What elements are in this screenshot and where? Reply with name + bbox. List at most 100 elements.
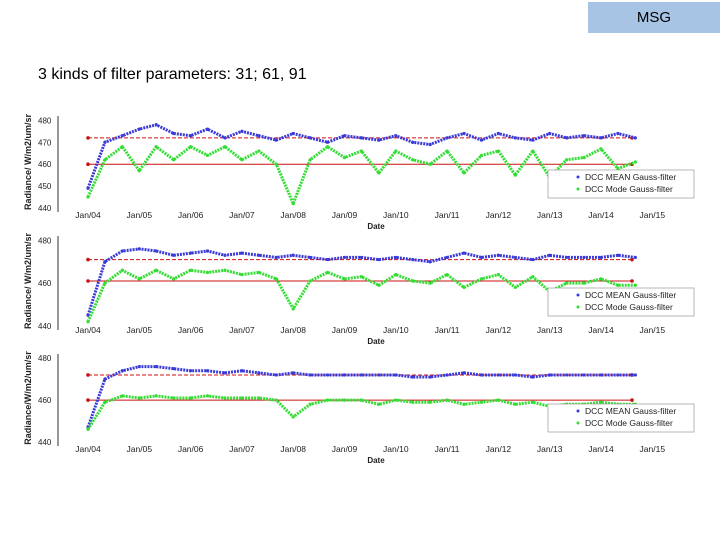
data-point — [445, 136, 449, 140]
data-point — [359, 255, 364, 260]
data-point — [137, 247, 141, 251]
data-point — [86, 320, 90, 324]
data-point — [445, 255, 449, 260]
data-point — [189, 396, 193, 400]
x-tick-label: Jan/08 — [280, 444, 306, 454]
x-tick-label: Jan/14 — [588, 210, 614, 220]
data-point — [154, 249, 158, 253]
x-tick-label: Jan/10 — [383, 210, 409, 220]
data-point — [582, 134, 586, 138]
data-point — [565, 158, 569, 162]
data-point — [274, 373, 278, 377]
data-point — [86, 313, 90, 317]
data-point — [394, 134, 398, 138]
data-point — [291, 415, 295, 419]
data-point — [394, 272, 398, 277]
y-tick-label: 440 — [38, 204, 52, 213]
data-point — [154, 364, 158, 369]
data-point — [428, 375, 432, 379]
data-point — [137, 127, 141, 131]
data-point — [257, 396, 261, 400]
data-point — [411, 279, 415, 283]
data-point — [308, 136, 312, 140]
legend-marker — [576, 305, 580, 309]
data-point — [513, 285, 517, 290]
data-point — [189, 268, 193, 272]
data-point — [599, 373, 603, 377]
data-point — [240, 158, 244, 162]
data-point — [565, 281, 569, 285]
x-tick-label: Jan/09 — [332, 325, 358, 335]
data-point — [377, 283, 381, 287]
data-point — [325, 140, 330, 144]
y-tick-label: 440 — [38, 322, 52, 331]
reference-marker — [86, 279, 90, 283]
data-point — [274, 398, 278, 402]
data-point — [496, 253, 500, 257]
data-point — [103, 281, 107, 285]
data-point — [291, 202, 295, 206]
data-point — [462, 131, 466, 136]
x-tick-label: Jan/04 — [75, 444, 101, 454]
data-point — [291, 307, 295, 311]
legend-marker — [576, 293, 580, 297]
legend-label: DCC MEAN Gauss-filter — [585, 406, 676, 416]
data-point — [565, 255, 569, 260]
data-point — [394, 255, 398, 260]
data-point — [599, 147, 603, 151]
data-point — [120, 369, 124, 373]
x-tick-label: Jan/06 — [178, 325, 204, 335]
y-tick-label: 480 — [38, 116, 52, 125]
y-axis-label: Radiance/W/m2/um/sr — [23, 351, 33, 445]
x-tick-label: Jan/10 — [383, 325, 409, 335]
data-point — [513, 136, 517, 140]
data-point — [342, 255, 347, 260]
data-point — [411, 158, 415, 162]
data-point — [616, 253, 620, 257]
data-point — [274, 277, 278, 281]
data-point — [342, 277, 347, 281]
x-tick-label: Jan/12 — [486, 444, 512, 454]
data-point — [342, 156, 347, 160]
data-point — [172, 367, 176, 371]
data-point — [496, 149, 500, 153]
x-tick-label: Jan/09 — [332, 444, 358, 454]
data-point — [462, 171, 466, 175]
data-point — [274, 255, 278, 260]
data-point — [86, 195, 90, 199]
legend-label: DCC Mode Gauss-filter — [585, 302, 673, 312]
data-point — [531, 257, 535, 262]
data-point — [86, 427, 90, 432]
data-point — [103, 377, 107, 381]
x-axis-label: Date — [367, 222, 385, 231]
data-point — [189, 134, 193, 138]
data-point — [428, 260, 432, 264]
data-point — [308, 279, 312, 283]
data-point — [223, 253, 227, 257]
data-point — [513, 173, 517, 177]
data-point — [257, 253, 261, 257]
data-point — [223, 268, 227, 272]
data-point — [223, 136, 227, 140]
x-tick-label: Jan/14 — [588, 444, 614, 454]
data-point — [205, 249, 210, 253]
data-point — [308, 402, 312, 406]
data-point — [172, 277, 176, 281]
x-tick-label: Jan/07 — [229, 210, 255, 220]
data-point — [377, 171, 381, 175]
data-point — [445, 272, 449, 277]
slide-title: 3 kinds of filter parameters: 31; 61, 91 — [38, 66, 307, 83]
data-point — [291, 253, 295, 257]
data-point — [616, 131, 620, 136]
data-point — [565, 136, 569, 140]
data-point — [548, 131, 552, 136]
data-point — [633, 136, 637, 140]
data-point — [154, 123, 158, 127]
x-tick-label: Jan/13 — [537, 325, 563, 335]
data-point — [325, 257, 330, 262]
data-point — [308, 373, 312, 377]
data-point — [582, 255, 586, 260]
data-point — [462, 251, 466, 255]
data-point — [342, 373, 347, 377]
data-point — [137, 396, 141, 400]
